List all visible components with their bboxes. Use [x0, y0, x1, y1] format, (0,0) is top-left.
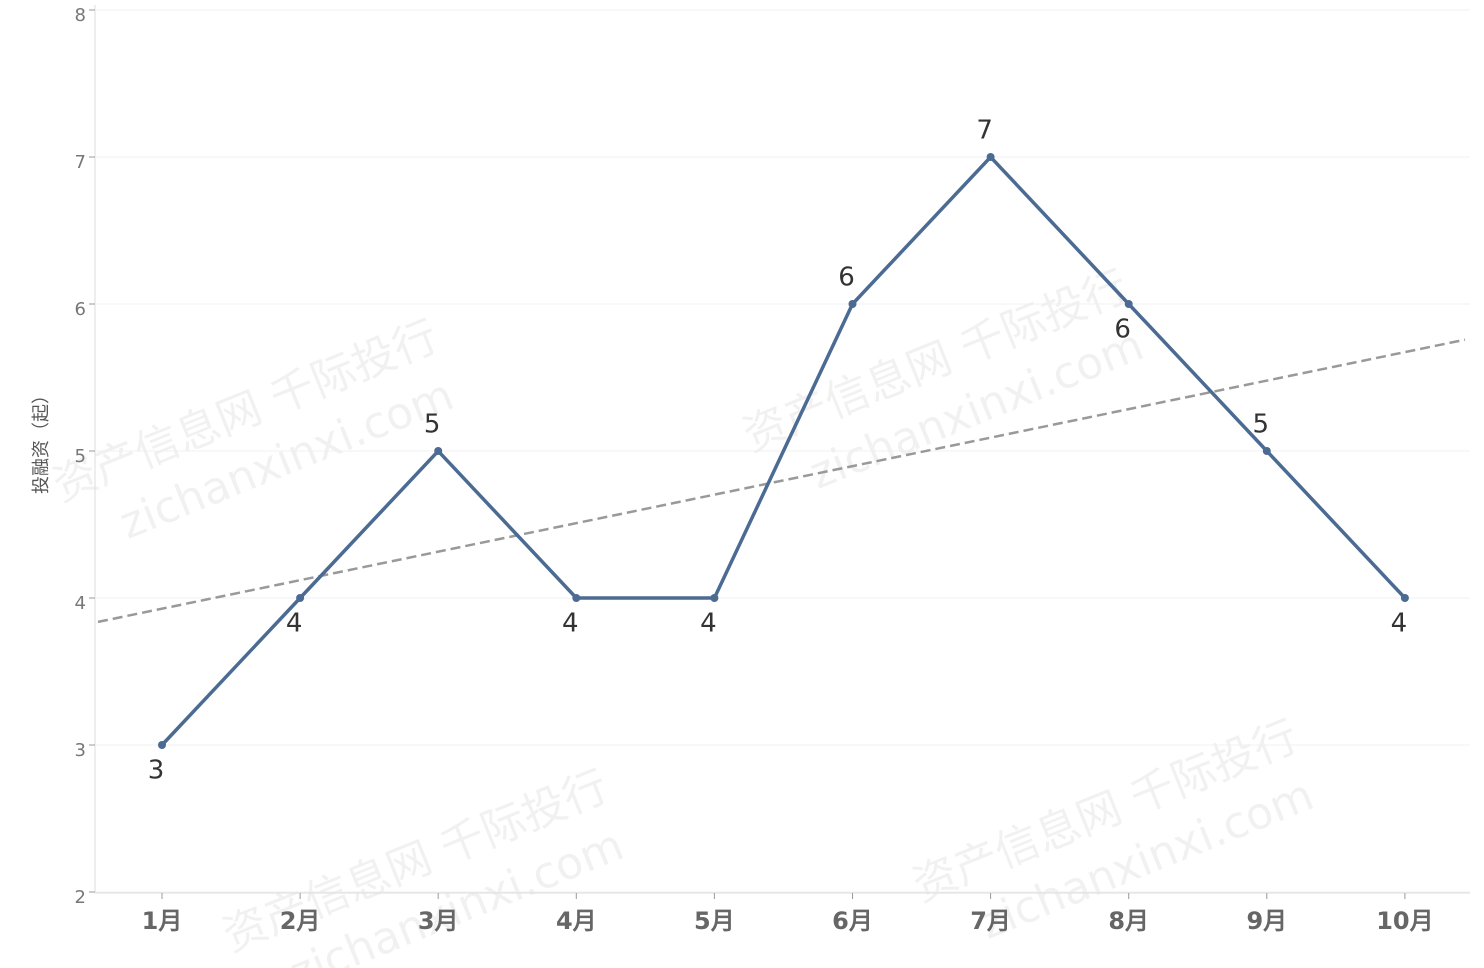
x-tick-label: 8月	[1108, 907, 1149, 935]
y-axis-label: 投融资（起）	[31, 386, 52, 494]
data-point	[710, 594, 719, 602]
data-label: 4	[286, 609, 303, 639]
x-tick-label: 2月	[280, 907, 321, 935]
data-point	[848, 300, 857, 308]
y-tick-label: 2	[75, 887, 86, 908]
data-point	[1124, 300, 1133, 308]
x-tick-label: 5月	[694, 907, 735, 935]
data-point	[572, 594, 581, 602]
x-tick-label: 10月	[1376, 907, 1433, 935]
data-label: 4	[562, 609, 579, 639]
x-tick-label: 7月	[970, 907, 1011, 935]
x-tick-label: 9月	[1246, 907, 1287, 935]
y-tick-label: 5	[75, 446, 86, 467]
data-line	[160, 154, 1407, 747]
data-label: 7	[976, 116, 993, 146]
data-label: 3	[148, 756, 165, 786]
data-label: 4	[1391, 609, 1408, 639]
data-point	[434, 447, 443, 455]
y-tick-label: 8	[75, 5, 86, 26]
x-tick-label: 4月	[556, 907, 597, 935]
x-tick-label: 1月	[142, 907, 183, 935]
data-point	[158, 741, 166, 749]
data-point	[296, 594, 305, 602]
y-tick-label: 7	[75, 152, 86, 173]
trend-line	[97, 338, 1466, 624]
data-point	[1262, 447, 1271, 455]
data-label: 6	[838, 263, 855, 293]
y-tick-label: 4	[75, 593, 86, 614]
x-tick-label: 6月	[832, 907, 873, 935]
data-label: 5	[424, 410, 441, 440]
x-tick-label: 3月	[418, 907, 459, 935]
y-tick-label: 6	[75, 299, 86, 320]
data-label: 5	[1253, 410, 1270, 440]
y-tick-label: 3	[75, 740, 86, 761]
data-point	[1400, 594, 1409, 602]
data-label: 6	[1114, 315, 1131, 345]
data-label: 4	[700, 609, 717, 639]
data-point	[986, 153, 995, 161]
